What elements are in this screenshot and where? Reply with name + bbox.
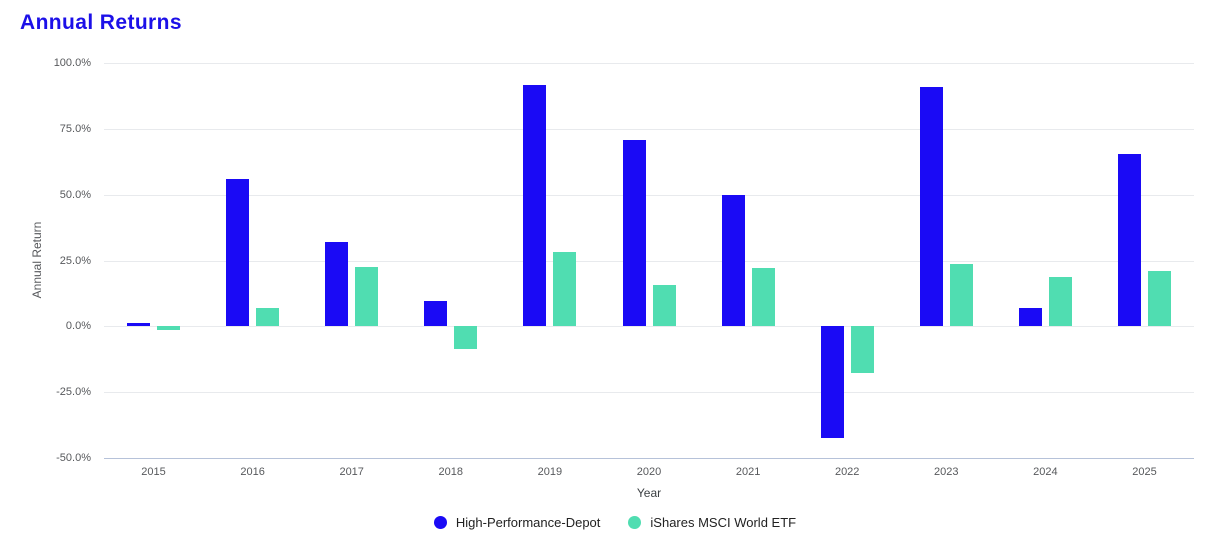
- y-tick-label--25: -25.0%: [56, 386, 91, 399]
- gridline-0: [104, 326, 1194, 328]
- legend: High-Performance-Depot iShares MSCI World…: [0, 515, 1230, 530]
- bar-ishares-msci-world-etf-2018[interactable]: [454, 326, 478, 350]
- bar-ishares-msci-world-etf-2023[interactable]: [949, 263, 973, 327]
- x-tick-label-2015: 2015: [141, 466, 166, 478]
- bar-high-performance-depot-2015[interactable]: [127, 322, 150, 327]
- x-tick-label-2018: 2018: [438, 466, 464, 478]
- y-tick-label-50: 50.0%: [59, 188, 91, 201]
- bar-high-performance-depot-2025[interactable]: [1118, 153, 1141, 327]
- page-title: Annual Returns: [20, 11, 182, 34]
- legend-label: High-Performance-Depot: [455, 515, 601, 530]
- y-tick-label-25: 25.0%: [59, 254, 91, 267]
- gridline-25: [104, 260, 1194, 262]
- legend-swatch-icon: [628, 516, 642, 529]
- bar-ishares-msci-world-etf-2021[interactable]: [751, 268, 775, 327]
- bar-ishares-msci-world-etf-2020[interactable]: [652, 285, 676, 327]
- y-tick-label--50: -50.0%: [56, 452, 91, 464]
- y-tick-label-100: 100.0%: [53, 57, 91, 69]
- x-tick-label-2025: 2025: [1132, 466, 1157, 478]
- x-tick-label-2021: 2021: [735, 466, 761, 478]
- bar-ishares-msci-world-etf-2017[interactable]: [355, 267, 379, 327]
- x-tick-label-2017: 2017: [339, 466, 364, 478]
- x-tick-label-2016: 2016: [240, 466, 265, 478]
- x-axis-title: Year: [636, 486, 662, 500]
- legend-swatch-icon: [433, 516, 447, 529]
- bar-high-performance-depot-2017[interactable]: [325, 241, 349, 327]
- bar-high-performance-depot-2024[interactable]: [1018, 308, 1042, 327]
- bar-ishares-msci-world-etf-2022[interactable]: [850, 326, 874, 373]
- bar-high-performance-depot-2020[interactable]: [622, 139, 646, 327]
- gridline-75: [104, 128, 1194, 130]
- legend-item-high-performance-depot[interactable]: High-Performance-Depot: [433, 515, 601, 530]
- plot-area: 100.0% 75.0% 50.0% 25.0% 0.0% -25.0% -50.0% 201…: [54, 57, 1194, 478]
- gridline-50: [104, 194, 1194, 196]
- bar-high-performance-depot-2018[interactable]: [424, 301, 448, 327]
- x-tick-label-2023: 2023: [934, 466, 959, 478]
- y-tick-label-0: 0.0%: [65, 320, 91, 333]
- bar-high-performance-depot-2021[interactable]: [721, 194, 745, 327]
- bar-high-performance-depot-2022[interactable]: [820, 326, 844, 438]
- bar-ishares-msci-world-etf-2015[interactable]: [157, 326, 180, 330]
- x-tick-label-2019: 2019: [537, 466, 563, 478]
- bar-high-performance-depot-2019[interactable]: [523, 84, 547, 327]
- bar-ishares-msci-world-etf-2019[interactable]: [553, 252, 577, 327]
- bar-high-performance-depot-2016[interactable]: [226, 178, 250, 327]
- bar-ishares-msci-world-etf-2024[interactable]: [1048, 277, 1072, 327]
- legend-item-ishares-msci-world-etf[interactable]: iShares MSCI World ETF: [628, 515, 796, 530]
- y-axis-title: Annual Return: [30, 221, 44, 299]
- x-tick-label-2020: 2020: [636, 466, 662, 478]
- x-tick-label-2022: 2022: [834, 466, 860, 478]
- y-tick-label-75: 75.0%: [59, 122, 91, 135]
- bar-ishares-msci-world-etf-2016[interactable]: [256, 307, 280, 327]
- bar-high-performance-depot-2023[interactable]: [919, 87, 943, 327]
- x-tick-label-2024: 2024: [1033, 466, 1058, 478]
- gridline-100: [104, 63, 1194, 64]
- x-axis-line: [104, 458, 1194, 459]
- legend-label: iShares MSCI World ETF: [650, 515, 797, 530]
- gridline--25: [104, 392, 1194, 394]
- bar-ishares-msci-world-etf-2025[interactable]: [1148, 271, 1171, 327]
